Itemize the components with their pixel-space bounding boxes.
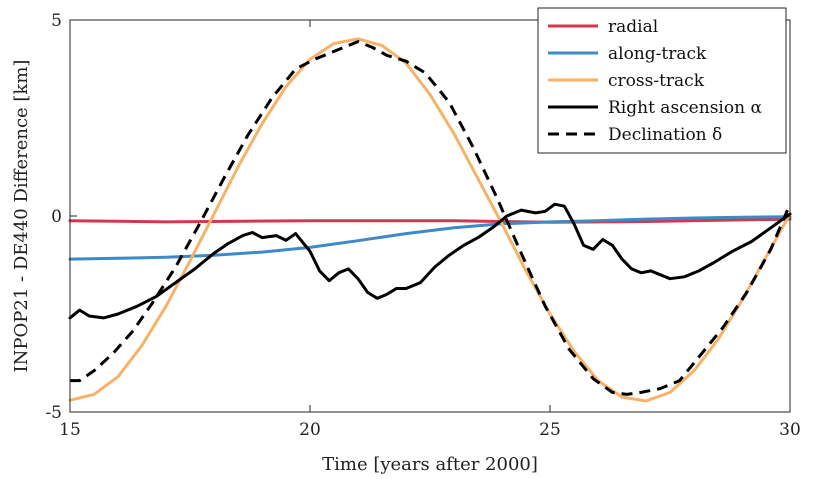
y-tick-label: -5 — [45, 403, 62, 423]
legend-label-4: Right ascension α — [608, 98, 762, 118]
series-line-4 — [68, 202, 792, 320]
series-line-5 — [70, 40, 792, 396]
x-tick-label: 30 — [779, 420, 801, 440]
x-tick-label: 15 — [59, 420, 81, 440]
y-tick-label: 0 — [51, 207, 62, 227]
plot-frame — [69, 19, 791, 413]
legend-label-3: cross-track — [608, 71, 705, 91]
legend-label-2: along-track — [608, 44, 707, 64]
legend: radial along-track cross-track Right ascens… — [537, 7, 787, 154]
series-line-2 — [68, 215, 792, 261]
x-axis-title: Time [years after 2000] — [322, 454, 538, 475]
series-group — [68, 37, 792, 403]
series-line-3 — [68, 37, 792, 403]
legend-label-1: radial — [608, 17, 658, 37]
x-tick-label: 25 — [539, 420, 561, 440]
x-tick-label: 20 — [299, 420, 321, 440]
y-tick-label: 5 — [51, 11, 62, 31]
y-axis-title: INPOP21 - DE440 Difference [km] — [11, 60, 32, 373]
legend-label-5: Declination δ — [608, 125, 722, 145]
tick-labels-group: 15 20 25 30 -5 0 5 — [45, 11, 800, 440]
